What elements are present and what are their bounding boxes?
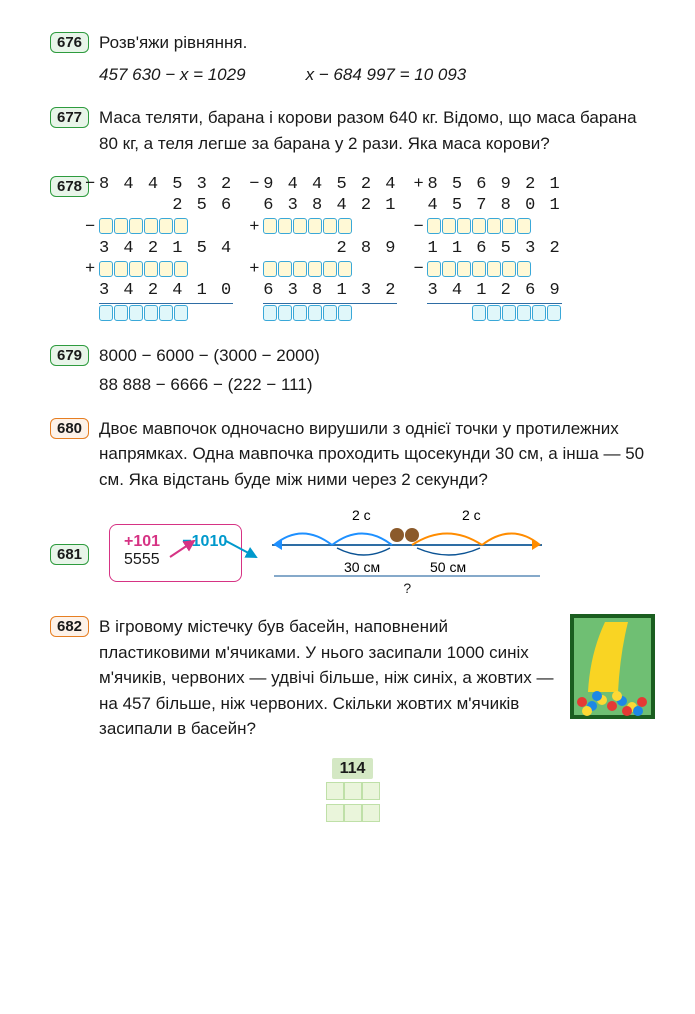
svg-text:2 с: 2 с xyxy=(352,510,371,523)
page-grid-decoration xyxy=(50,782,655,800)
problem-682: 682 В ігровому містечку був басейн, напо… xyxy=(50,614,655,742)
equation-1: 457 630 − x = 1029 xyxy=(99,62,246,88)
problem-681-box: +101 −1010 5555 xyxy=(109,524,242,582)
page-number: 114 xyxy=(50,760,655,778)
problem-number: 680 xyxy=(50,418,89,439)
row-681-diagram: 681 +101 −1010 5555 xyxy=(50,510,655,596)
svg-text:50 см: 50 см xyxy=(430,559,466,575)
problem-body: 8000 − 6000 − (3000 − 2000) 88 888 − 666… xyxy=(99,343,655,398)
problem-678: 678 −8 4 4 5 3 2 2 5 6 − 3 4 2 1 5 4 + 3… xyxy=(50,174,655,325)
arrows-icon xyxy=(166,537,286,561)
svg-text:30 см: 30 см xyxy=(344,559,380,575)
problem-text: Двоє мавпочок одночасно вирушили з одніє… xyxy=(99,416,655,493)
problem-number: 681 xyxy=(50,544,89,565)
column-2: −9 4 4 5 2 4 6 3 8 4 2 1 + 2 8 9 + 6 3 8… xyxy=(263,174,397,325)
problem-number: 679 xyxy=(50,345,89,366)
op-plus: +101 xyxy=(124,533,160,550)
ballpit-image xyxy=(570,614,655,719)
unknown-label: ? xyxy=(262,580,552,596)
problem-680: 680 Двоє мавпочок одночасно вирушили з о… xyxy=(50,416,655,493)
problem-number: 676 xyxy=(50,32,89,53)
problem-679: 679 8000 − 6000 − (3000 − 2000) 88 888 −… xyxy=(50,343,655,398)
problem-title: Розв'яжи рівняння. xyxy=(99,30,655,56)
monkey-diagram: 2 с 2 с 30 см 50 см ? xyxy=(262,510,552,596)
problem-body: Розв'яжи рівняння. 457 630 − x = 1029 x … xyxy=(99,30,655,87)
start-value: 5555 xyxy=(124,551,160,568)
page-grid-decoration xyxy=(50,804,655,822)
problem-677: 677 Маса теляти, барана і корови разом 6… xyxy=(50,105,655,156)
column-3: +8 5 6 9 2 1 4 5 7 8 0 1 − 1 1 6 5 3 2 −… xyxy=(427,174,561,325)
equation-2: x − 684 997 = 10 093 xyxy=(306,62,467,88)
problem-text: Маса теляти, барана і корови разом 640 к… xyxy=(99,105,655,156)
problem-676: 676 Розв'яжи рівняння. 457 630 − x = 102… xyxy=(50,30,655,87)
problem-body: −8 4 4 5 3 2 2 5 6 − 3 4 2 1 5 4 + 3 4 2… xyxy=(99,174,655,325)
column-1: −8 4 4 5 3 2 2 5 6 − 3 4 2 1 5 4 + 3 4 2… xyxy=(99,174,233,325)
expression-1: 8000 − 6000 − (3000 − 2000) xyxy=(99,343,655,369)
problem-text: В ігровому містечку був басейн, напов­не… xyxy=(99,617,553,738)
problem-number: 682 xyxy=(50,616,89,637)
problem-body: В ігровому містечку був басейн, напов­не… xyxy=(99,614,655,742)
expression-2: 88 888 − 6666 − (222 − 111) xyxy=(99,372,655,398)
number-line-icon: 2 с 2 с 30 см 50 см xyxy=(262,510,552,580)
svg-text:2 с: 2 с xyxy=(462,510,481,523)
problem-number: 678 xyxy=(50,176,89,197)
problem-number: 677 xyxy=(50,107,89,128)
